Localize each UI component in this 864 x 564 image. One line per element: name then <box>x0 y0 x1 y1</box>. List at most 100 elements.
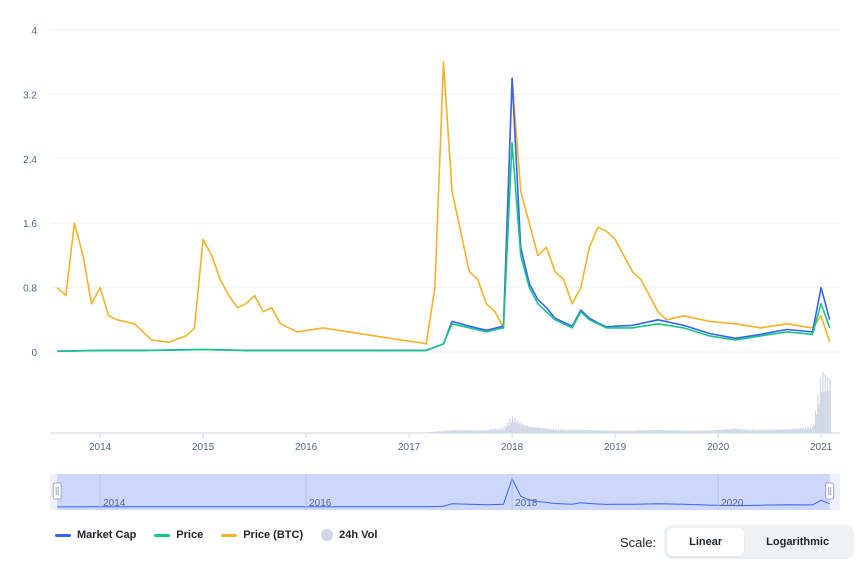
volume-bar <box>692 431 694 433</box>
volume-bar <box>666 429 668 433</box>
volume-bar <box>563 430 566 433</box>
volume-bar <box>467 430 469 433</box>
volume-bar <box>584 429 587 433</box>
volume-bar <box>617 431 619 433</box>
volume-bar <box>581 430 583 433</box>
legend-item-price[interactable]: Price <box>154 529 203 541</box>
volume-bar <box>586 430 588 433</box>
volume-bar <box>593 430 595 433</box>
series-line-price-btc <box>56 61 831 345</box>
volume-bar <box>755 430 757 433</box>
volume-bar <box>494 428 496 433</box>
volume-bar <box>479 430 482 433</box>
volume-bar <box>677 431 679 433</box>
volume-bar <box>796 429 798 433</box>
volume-bar <box>547 428 550 433</box>
volume-bar <box>591 430 593 433</box>
volume-bar <box>521 423 524 433</box>
volume-bar <box>555 428 557 433</box>
volume-bar <box>740 430 742 433</box>
volume-bar <box>725 429 728 433</box>
volume-bar <box>556 430 558 433</box>
volume-bar <box>462 430 464 433</box>
series-line-market-cap <box>57 77 831 352</box>
volume-bar <box>797 427 799 433</box>
volume-bar <box>657 430 660 433</box>
volume-bar <box>605 430 608 433</box>
legend-item-market-cap[interactable]: Market Cap <box>55 529 136 541</box>
navigator-handle-right[interactable] <box>825 482 835 500</box>
navigator-tick-label: 2016 <box>309 498 332 509</box>
volume-bar <box>620 430 623 433</box>
volume-bar <box>741 428 744 433</box>
volume-bar <box>723 429 725 433</box>
volume-bar <box>468 430 470 433</box>
volume-bar <box>529 426 531 433</box>
legend-item-price-btc[interactable]: Price (BTC) <box>221 529 303 541</box>
volume-bar <box>739 428 741 433</box>
volume-bar <box>601 430 603 433</box>
volume-bar <box>766 429 768 433</box>
volume-bar <box>514 417 516 433</box>
navigator-selection[interactable] <box>57 474 830 510</box>
volume-bar <box>717 430 719 433</box>
volume-bar <box>781 429 783 433</box>
volume-bar <box>516 419 519 433</box>
volume-bar <box>712 430 714 433</box>
volume-bar <box>458 429 461 433</box>
volume-bar <box>669 429 671 433</box>
volume-bar <box>570 429 572 433</box>
logarithmic-button[interactable]: Logarithmic <box>744 528 851 556</box>
volume-bar <box>811 429 813 433</box>
volume-bar <box>470 430 472 433</box>
volume-bar <box>618 430 620 433</box>
volume-bar <box>711 430 713 433</box>
volume-bar <box>615 430 618 433</box>
series-lines <box>56 61 831 352</box>
volume-bar <box>709 430 712 433</box>
volume-bar <box>644 430 646 433</box>
volume-bar <box>737 428 739 433</box>
volume-bar <box>598 430 600 433</box>
volume-bar <box>828 391 830 433</box>
volume-bar <box>583 430 585 433</box>
volume-bar <box>614 431 616 433</box>
volume-bar <box>488 430 490 433</box>
volume-bar <box>453 429 456 433</box>
series-line-price <box>57 141 831 352</box>
volume-bar <box>690 431 692 433</box>
volume-bar <box>732 428 734 433</box>
volume-bar <box>785 429 787 433</box>
volume-bar <box>764 429 766 433</box>
volume-bar <box>592 430 594 433</box>
volume-bar <box>445 431 447 433</box>
volume-bar <box>502 427 504 433</box>
volume-bar <box>701 430 703 433</box>
volume-bar <box>630 430 632 433</box>
navigator[interactable]: 2014 2016 2018 2020 <box>50 474 840 510</box>
navigator-handle-left[interactable] <box>52 482 62 500</box>
volume-bar <box>806 429 808 433</box>
volume-bar <box>791 429 793 433</box>
legend-item-volume[interactable]: 24h Vol <box>321 529 377 541</box>
volume-bar <box>604 430 606 433</box>
volume-bar <box>540 427 542 433</box>
volume-bar <box>790 428 792 433</box>
gridlines <box>50 29 840 353</box>
volume-bar <box>523 425 525 433</box>
volume-bar <box>693 430 695 433</box>
volume-bar <box>774 429 776 433</box>
volume-bar <box>670 430 672 433</box>
volume-bar <box>626 431 629 433</box>
volume-bar <box>504 425 506 433</box>
volume-bar <box>728 429 730 433</box>
volume-bar <box>824 374 826 433</box>
volume-bar <box>759 429 761 433</box>
linear-button[interactable]: Linear <box>667 528 745 556</box>
volume-bar <box>704 430 707 433</box>
volume-bar <box>513 421 515 433</box>
volume-bar <box>551 429 553 433</box>
volume-bar <box>461 429 463 433</box>
volume-bar <box>787 429 789 433</box>
